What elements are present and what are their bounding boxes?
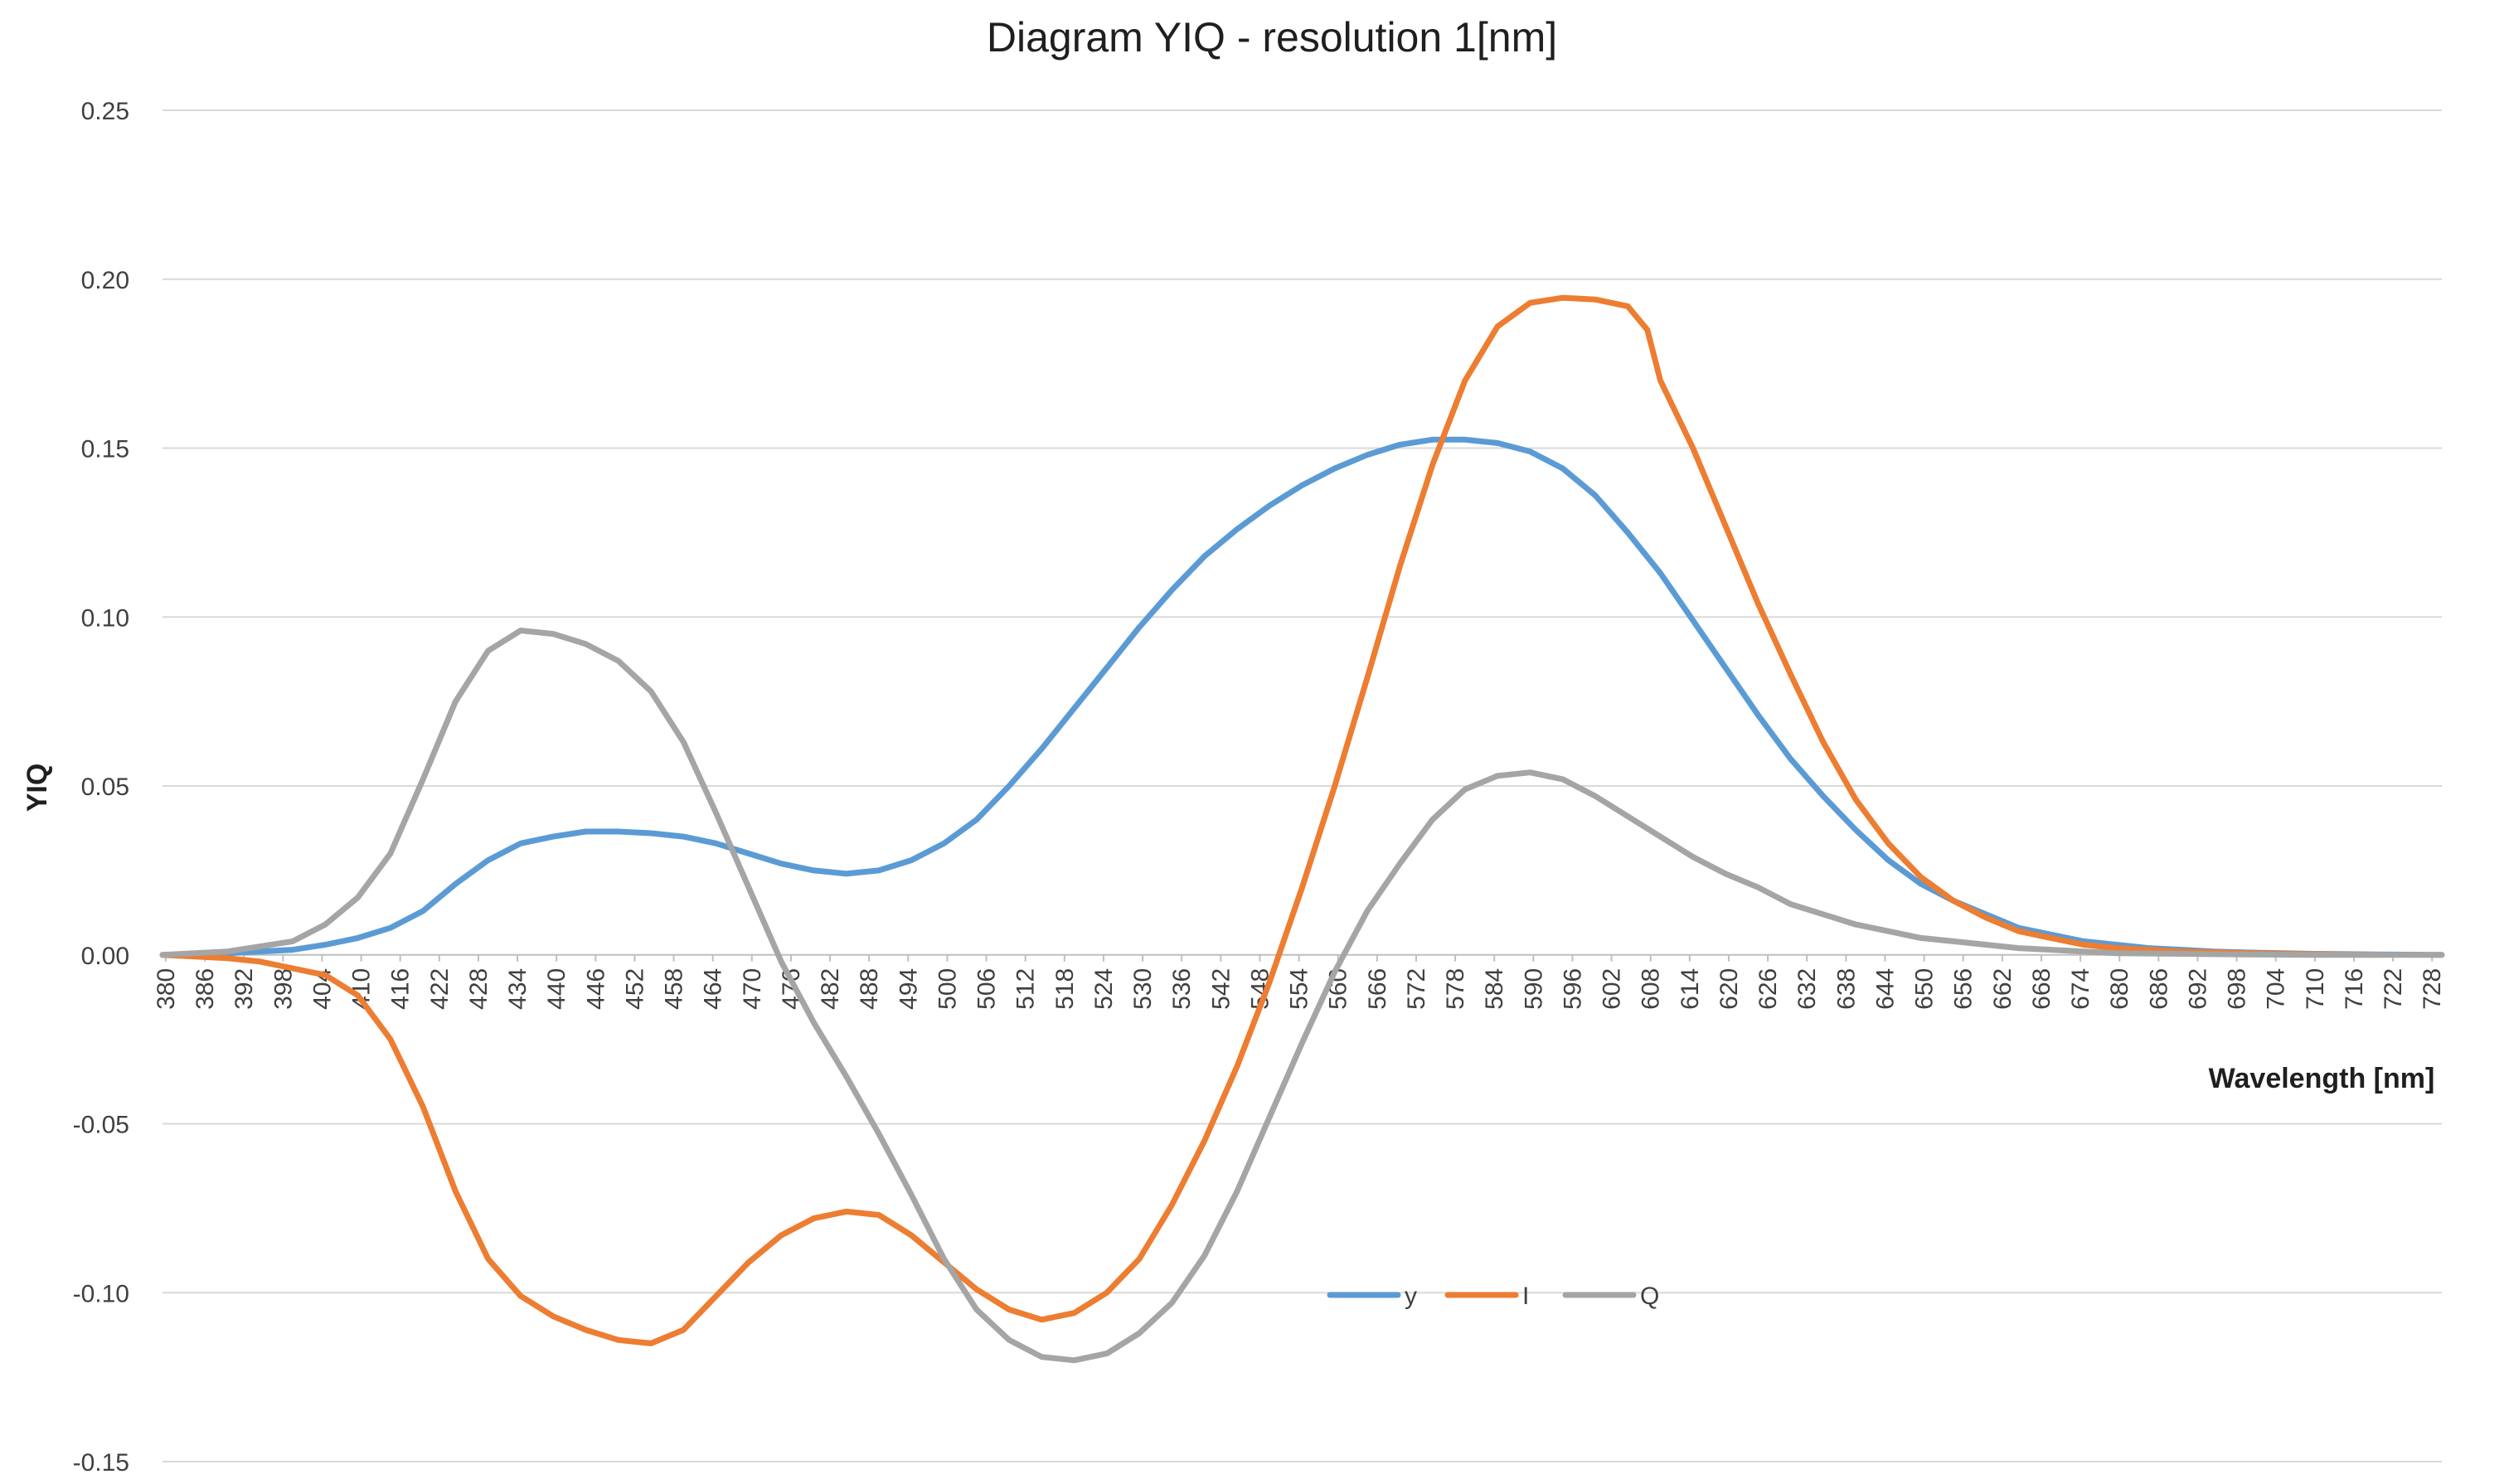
y-tick-label: 0.15 bbox=[81, 436, 129, 463]
x-tick-label: 440 bbox=[543, 968, 570, 1010]
series-line-y bbox=[159, 436, 2445, 958]
x-tick-label: 584 bbox=[1481, 968, 1508, 1010]
x-tick-label: 638 bbox=[1832, 968, 1860, 1010]
x-tick-label: 398 bbox=[269, 968, 297, 1010]
x-tick-label: 470 bbox=[739, 968, 766, 1010]
x-tick-label: 464 bbox=[700, 968, 727, 1010]
x-tick-label: 686 bbox=[2145, 968, 2172, 1010]
x-tick-label: 458 bbox=[661, 968, 688, 1010]
legend-label-y: y bbox=[1405, 1283, 1417, 1310]
x-tick-label: 722 bbox=[2380, 968, 2407, 1010]
x-tick-label: 674 bbox=[2067, 968, 2094, 1010]
y-tick-label: -0.15 bbox=[73, 1449, 129, 1477]
x-tick-label: 386 bbox=[192, 968, 219, 1010]
x-tick-label: 506 bbox=[973, 968, 1001, 1010]
x-tick-label: 554 bbox=[1286, 968, 1313, 1010]
series-line-q bbox=[159, 628, 2445, 1364]
x-tick-label: 602 bbox=[1599, 968, 1626, 1010]
legend-label-q: Q bbox=[1640, 1283, 1659, 1310]
y-tick-label: -0.05 bbox=[73, 1112, 129, 1139]
x-tick-label: 542 bbox=[1207, 968, 1235, 1010]
x-tick-label: 494 bbox=[895, 968, 922, 1010]
x-tick-label: 530 bbox=[1129, 968, 1157, 1010]
x-tick-label: 710 bbox=[2302, 968, 2329, 1010]
x-tick-label: 728 bbox=[2419, 968, 2446, 1010]
x-tick-label: 590 bbox=[1520, 968, 1547, 1010]
y-axis-label: YIQ bbox=[22, 764, 53, 812]
y-tick-label: -0.10 bbox=[73, 1280, 129, 1307]
x-tick-label: 446 bbox=[582, 968, 609, 1010]
x-tick-label: 524 bbox=[1090, 968, 1118, 1010]
x-tick-label: 452 bbox=[621, 968, 648, 1010]
x-tick-label: 596 bbox=[1559, 968, 1586, 1010]
y-tick-label: 0.05 bbox=[81, 774, 129, 801]
x-tick-label: 500 bbox=[934, 968, 961, 1010]
y-tick-label: 0.25 bbox=[81, 98, 129, 125]
x-tick-label: 626 bbox=[1754, 968, 1782, 1010]
x-tick-label: 428 bbox=[465, 968, 493, 1010]
x-tick-label: 392 bbox=[231, 968, 258, 1010]
x-tick-label: 716 bbox=[2341, 968, 2368, 1010]
y-tick-label: 0.20 bbox=[81, 267, 129, 294]
x-tick-label: 422 bbox=[426, 968, 454, 1010]
x-tick-label: 650 bbox=[1911, 968, 1939, 1010]
x-tick-label: 698 bbox=[2224, 968, 2251, 1010]
x-tick-label: 692 bbox=[2184, 968, 2211, 1010]
x-tick-label: 380 bbox=[153, 968, 180, 1010]
x-tick-label: 644 bbox=[1871, 968, 1899, 1010]
x-tick-label: 572 bbox=[1403, 968, 1430, 1010]
x-tick-label: 488 bbox=[856, 968, 883, 1010]
x-tick-label: 482 bbox=[817, 968, 844, 1010]
series-line-i bbox=[159, 294, 2380, 1346]
x-axis-ticks: 380 386 392 398 404 410 416 422 428 434 440 446 452 4… bbox=[153, 954, 2446, 1010]
x-tick-label: 704 bbox=[2263, 968, 2290, 1010]
x-tick-label: 608 bbox=[1638, 968, 1665, 1010]
y-axis-ticks: 0.25 0.20 0.15 0.10 0.05 0.00 -0.05 -0.10 -0.15 bbox=[73, 98, 129, 1477]
x-tick-label: 416 bbox=[387, 968, 415, 1010]
x-tick-label: 668 bbox=[2028, 968, 2055, 1010]
x-tick-label: 656 bbox=[1950, 968, 1978, 1010]
x-tick-label: 662 bbox=[1989, 968, 2016, 1010]
series-lines bbox=[159, 294, 2445, 1364]
x-tick-label: 518 bbox=[1051, 968, 1079, 1010]
x-tick-label: 680 bbox=[2106, 968, 2133, 1010]
x-tick-label: 434 bbox=[504, 968, 531, 1010]
x-tick-label: 566 bbox=[1364, 968, 1391, 1010]
x-tick-label: 620 bbox=[1716, 968, 1743, 1010]
x-tick-label: 614 bbox=[1677, 968, 1704, 1010]
x-tick-label: 578 bbox=[1442, 968, 1469, 1010]
x-tick-label: 632 bbox=[1793, 968, 1821, 1010]
x-tick-label: 512 bbox=[1012, 968, 1040, 1010]
y-tick-label: 0.10 bbox=[81, 604, 129, 632]
chart-title: Diagram YIQ - resolution 1[nm] bbox=[987, 14, 1557, 61]
x-axis-label: Wavelength [nm] bbox=[2209, 1063, 2435, 1094]
y-tick-label: 0.00 bbox=[81, 943, 129, 970]
gridlines bbox=[163, 109, 2442, 1462]
legend-label-i: I bbox=[1522, 1283, 1529, 1310]
x-tick-label: 536 bbox=[1168, 968, 1196, 1010]
